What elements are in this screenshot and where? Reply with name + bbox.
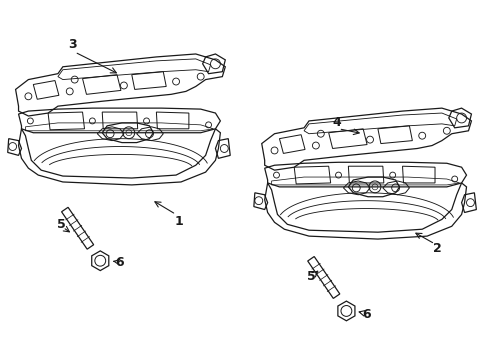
Text: 2: 2 bbox=[432, 242, 441, 255]
Text: 3: 3 bbox=[68, 38, 77, 51]
Text: 5: 5 bbox=[306, 270, 315, 283]
Text: 6: 6 bbox=[361, 309, 369, 321]
Text: 1: 1 bbox=[174, 215, 183, 228]
Text: 6: 6 bbox=[115, 256, 124, 269]
Text: 4: 4 bbox=[331, 116, 340, 129]
Text: 5: 5 bbox=[57, 218, 65, 231]
